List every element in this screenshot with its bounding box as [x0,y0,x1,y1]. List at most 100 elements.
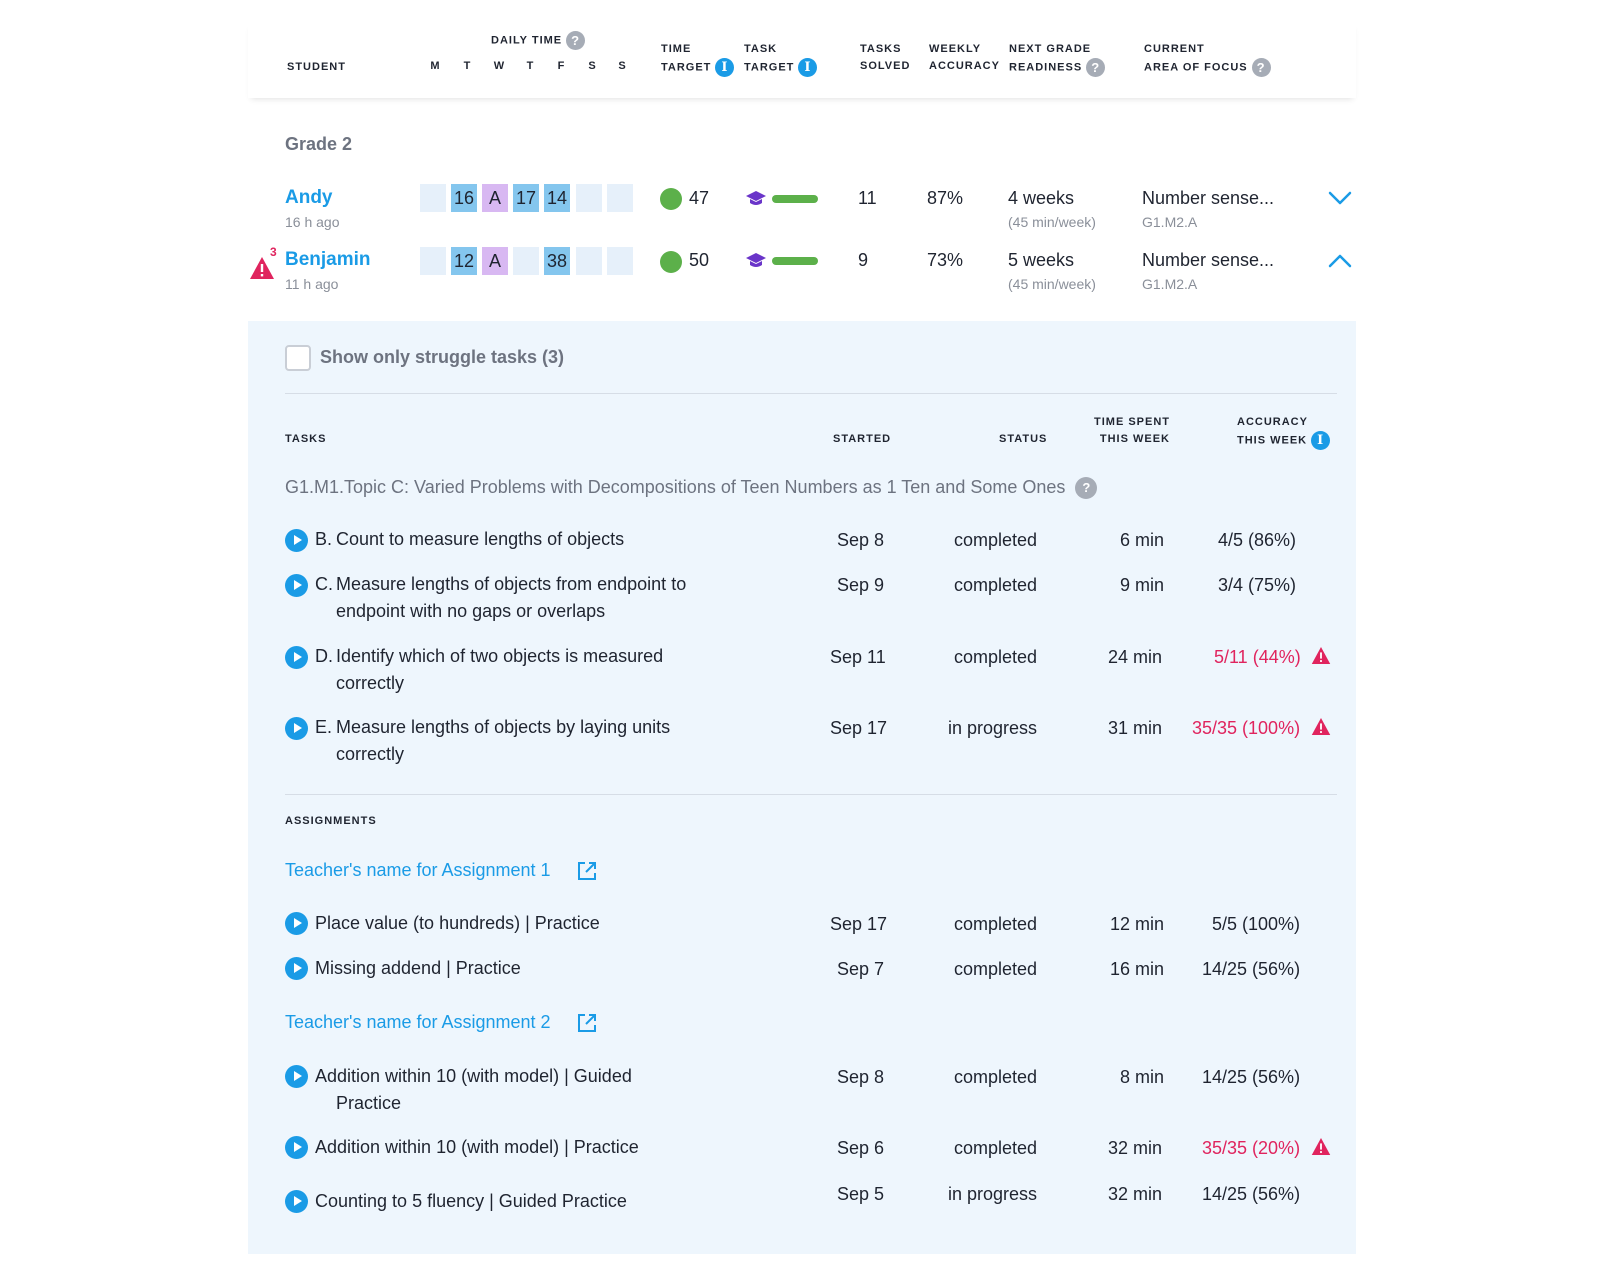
info-icon[interactable]: i [1311,431,1331,450]
graduation-cap-icon [746,253,766,267]
assignment-link[interactable]: Teacher's name for Assignment 1 [285,860,551,880]
play-icon[interactable] [285,912,308,935]
readiness-sub: (45 min/week) [1008,276,1096,292]
task-prefix: D. [315,646,333,666]
daily-cell [420,247,446,275]
task-status: completed [954,1138,1038,1158]
info-icon[interactable]: i [798,58,818,77]
topic-heading: G1.M1.Topic C: Varied Problems with Deco… [285,477,1098,500]
play-icon[interactable] [285,717,308,740]
task-status: in progress [948,718,1038,738]
play-icon[interactable] [285,1065,308,1088]
task-target-progress-bar [772,195,818,203]
task-started: Sep 8 [837,530,885,550]
header-daily-time: DAILY TIME? [491,31,586,50]
col-accuracy: ACCURACY THIS WEEK i [1237,414,1331,450]
daily-cell: A [482,184,508,212]
task-accuracy: 35/35 (100%) [1192,718,1301,738]
play-icon[interactable] [285,646,308,669]
task-accuracy: 14/25 (56%) [1202,1184,1301,1204]
play-icon[interactable] [285,529,308,552]
chevron-down-icon[interactable] [1328,190,1352,206]
col-started: STARTED [833,433,892,445]
header-weekly-accuracy: WEEKLY ACCURACY [929,43,1000,72]
daily-cell: A [482,247,508,275]
play-icon[interactable] [285,1190,308,1213]
daily-cell: 16 [451,184,477,212]
tasks-solved: 11 [858,188,877,208]
task-name-cont: correctly [336,673,405,693]
assignment-item-name[interactable]: Missing addend | Practice [315,958,521,978]
struggle-filter-label[interactable]: Show only struggle tasks (3) [320,347,565,367]
header-current-area-of-focus: CURRENT AREA OF FOCUS? [1144,41,1271,77]
col-status: STATUS [999,433,1048,445]
help-icon[interactable]: ? [1086,58,1106,77]
task-name[interactable]: Identify which of two objects is measure… [336,646,664,666]
daily-cell [576,184,602,212]
warning-icon [250,257,274,279]
student-name-link[interactable]: Andy [285,187,333,208]
task-accuracy: 14/25 (56%) [1202,959,1301,979]
daily-cell [576,247,602,275]
assignment-item-name[interactable]: Addition within 10 (with model) | Guided [315,1066,632,1086]
help-icon[interactable]: ? [1251,58,1271,77]
assignment-item-name-cont: Practice [336,1093,402,1113]
task-time: 32 min [1108,1184,1163,1204]
external-link-icon[interactable] [576,860,598,882]
task-time: 31 min [1108,718,1163,738]
day-label: W [493,60,505,72]
time-target-value: 47 [689,188,710,208]
task-name[interactable]: Measure lengths of objects by laying uni… [336,717,671,737]
task-started: Sep 6 [837,1138,885,1158]
task-status: completed [954,959,1038,979]
task-time: 8 min [1120,1067,1165,1087]
task-time: 9 min [1120,575,1165,595]
task-time: 12 min [1110,914,1165,934]
readiness-value: 4 weeks [1008,188,1075,208]
task-prefix: E. [315,717,333,737]
daily-cell [607,247,633,275]
task-status: completed [954,647,1038,667]
task-started: Sep 9 [837,575,885,595]
play-icon[interactable] [285,574,308,597]
student-detail-panel [248,321,1356,1254]
weekly-accuracy: 73% [927,250,964,270]
assignment-item-name[interactable]: Place value (to hundreds) | Practice [315,913,600,933]
task-name[interactable]: Count to measure lengths of objects [336,529,625,549]
header-next-grade-readiness: NEXT GRADE READINESS? [1009,41,1106,77]
task-accuracy: 5/11 (44%) [1214,647,1301,667]
external-link-icon[interactable] [576,1012,598,1034]
daily-cell: 12 [451,247,477,275]
assignment-item-name[interactable]: Counting to 5 fluency | Guided Practice [315,1191,627,1211]
play-icon[interactable] [285,957,308,980]
task-started: Sep 7 [837,959,885,979]
help-icon[interactable]: ? [1075,477,1098,500]
task-started: Sep 8 [837,1067,885,1087]
task-name[interactable]: Measure lengths of objects from endpoint… [336,574,687,594]
daily-cell: 14 [544,184,570,212]
assignment-item-name[interactable]: Addition within 10 (with model) | Practi… [315,1137,639,1157]
task-time: 6 min [1120,530,1165,550]
day-label: S [618,60,626,72]
assignment-link[interactable]: Teacher's name for Assignment 2 [285,1012,551,1032]
task-status: completed [954,1067,1038,1087]
divider [285,393,1337,394]
task-accuracy: 4/5 (86%) [1218,530,1297,550]
task-accuracy: 14/25 (56%) [1202,1067,1301,1087]
grade-heading: Grade 2 [285,134,353,154]
play-icon[interactable] [285,1136,308,1159]
struggle-filter-checkbox[interactable] [285,345,311,371]
assignments-heading: ASSIGNMENTS [285,815,377,827]
last-seen: 11 h ago [285,276,339,292]
task-status: completed [954,575,1038,595]
help-icon[interactable]: ? [566,31,586,50]
task-started: Sep 11 [830,647,886,667]
focus-area: Number sense... [1142,188,1275,208]
info-icon[interactable]: i [715,58,735,77]
student-name-link[interactable]: Benjamin [285,249,371,270]
chevron-up-icon[interactable] [1328,253,1352,269]
day-label: M [430,60,440,72]
day-label: T [463,60,471,72]
task-time: 16 min [1110,959,1165,979]
col-time-spent: TIME SPENT THIS WEEK [1094,416,1171,445]
